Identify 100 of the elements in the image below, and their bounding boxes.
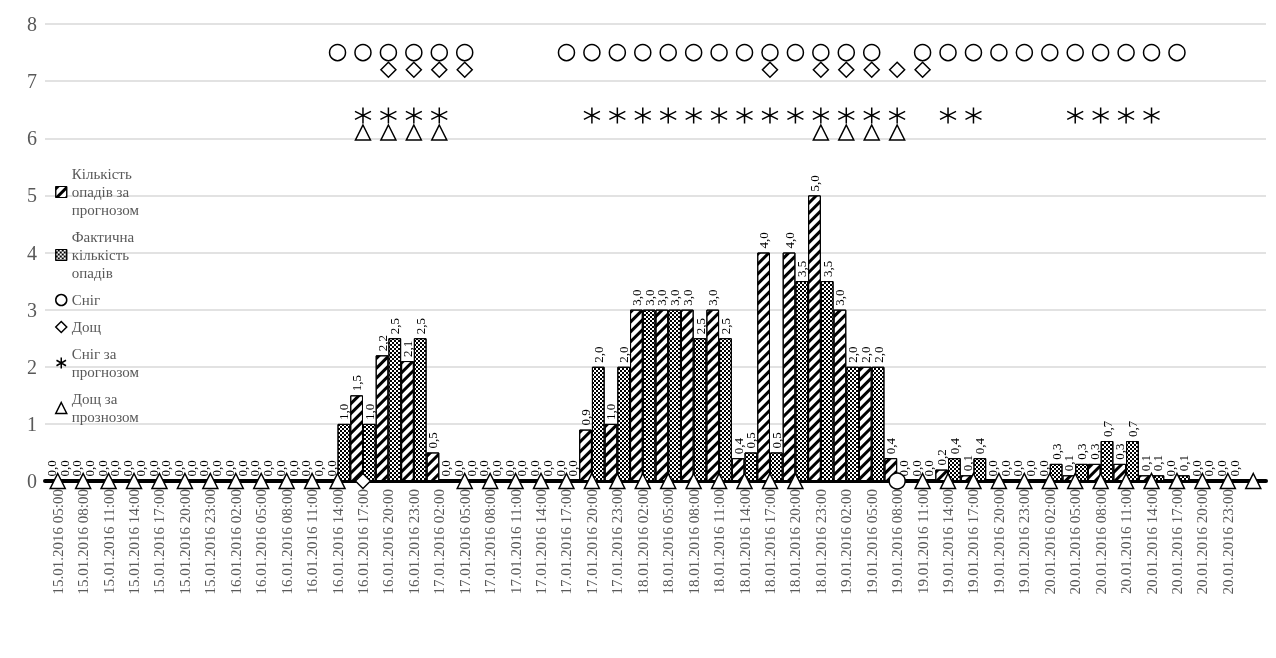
x-tick-label: 20.01.2016 05:00 (1067, 489, 1084, 595)
x-tick-label: 18.01.2016 23:00 (812, 489, 829, 595)
data-label: 4,0 (756, 232, 772, 249)
x-tick-label: 17.01.2016 14:00 (533, 489, 550, 595)
data-label: 0,4 (883, 437, 899, 455)
x-tick-label: 18.01.2016 17:00 (761, 489, 778, 595)
x-tick-label: 15.01.2016 20:00 (176, 489, 193, 595)
x-tick-label: 15.01.2016 17:00 (151, 489, 168, 595)
data-label: 3,0 (628, 289, 644, 306)
x-tick-label: 17.01.2016 17:00 (558, 489, 575, 595)
data-label: 0,1 (959, 455, 975, 472)
x-tick-label: 17.01.2016 02:00 (431, 489, 448, 595)
y-tick-label: 0 (27, 470, 37, 492)
x-tick-label: 16.01.2016 02:00 (227, 489, 244, 595)
x-tick-label: 17.01.2016 08:00 (482, 489, 499, 595)
x-tick-label: 18.01.2016 05:00 (660, 489, 677, 595)
data-label: 1,0 (336, 403, 352, 420)
x-tick-label: 15.01.2016 08:00 (75, 489, 92, 595)
x-tick-label: 20.01.2016 02:00 (1041, 489, 1058, 595)
data-label: 4,0 (781, 232, 797, 249)
x-tick-label: 19.01.2016 17:00 (965, 489, 982, 595)
x-tick-label: 20.01.2016 08:00 (1092, 489, 1109, 595)
x-tick-label: 18.01.2016 20:00 (787, 489, 804, 595)
data-label: 0,0 (1163, 460, 1179, 477)
data-label: 0,3 (1074, 443, 1090, 460)
data-label: 2,2 (374, 335, 390, 352)
x-tick-label: 20.01.2016 14:00 (1143, 489, 1160, 595)
data-label: 2,5 (412, 317, 428, 335)
x-tick-label: 19.01.2016 23:00 (1016, 489, 1033, 595)
x-tick-label: 19.01.2016 05:00 (863, 489, 880, 595)
x-tick-label: 15.01.2016 11:00 (100, 489, 117, 594)
data-label: 0,0 (489, 460, 505, 477)
data-label: 0,1 (1137, 455, 1153, 472)
y-tick-label: 3 (27, 298, 37, 321)
data-label: 2,5 (387, 317, 403, 335)
legend-label: Дощ за прознозом (71, 391, 140, 425)
x-tick-label: 18.01.2016 14:00 (736, 489, 753, 595)
data-label: 0,9 (578, 409, 594, 426)
x-tick-label: 20.01.2016 17:00 (1168, 489, 1185, 595)
data-label: 0,3 (1112, 443, 1128, 460)
legend-label: Сніг (71, 292, 101, 308)
data-label: 1,5 (349, 375, 365, 392)
data-label: 0,0 (260, 460, 276, 477)
x-tick-label: 19.01.2016 08:00 (889, 489, 906, 595)
x-tick-label: 16.01.2016 05:00 (253, 489, 270, 595)
legend-label: Сніг за прогнозом (71, 346, 140, 380)
x-tick-label: 20.01.2016 23:00 (1219, 489, 1236, 595)
data-label: 0,5 (768, 432, 784, 449)
data-label: 2,1 (399, 340, 415, 358)
x-tick-label: 16.01.2016 08:00 (278, 489, 295, 595)
data-label: 0,0 (985, 460, 1001, 477)
x-tick-label: 16.01.2016 11:00 (304, 489, 321, 594)
x-tick-label: 19.01.2016 14:00 (940, 489, 957, 595)
data-label: 1,0 (361, 403, 377, 420)
data-label: 0,3 (1048, 443, 1064, 460)
y-tick-label: 1 (27, 412, 37, 435)
data-label: 0,5 (425, 432, 441, 449)
x-tick-label: 15.01.2016 14:00 (126, 489, 143, 595)
data-label: 5,0 (806, 175, 822, 192)
data-label: 0,4 (972, 437, 988, 455)
data-label: 3,0 (667, 289, 683, 306)
x-tick-label: 16.01.2016 23:00 (405, 489, 422, 595)
x-tick-label: 18.01.2016 08:00 (685, 489, 702, 595)
data-label: 3,5 (819, 260, 835, 278)
legend-label: Дощ (71, 319, 102, 335)
data-label: 1,0 (603, 403, 619, 420)
data-label: 0,0 (209, 460, 225, 477)
y-tick-label: 7 (27, 70, 37, 93)
data-label: 0,0 (1023, 460, 1039, 477)
x-tick-label: 20.01.2016 20:00 (1194, 489, 1211, 595)
data-label: 2,5 (717, 317, 733, 335)
data-label: 0,1 (1061, 455, 1077, 472)
data-label: 3,0 (705, 289, 721, 306)
x-tick-label: 18.01.2016 11:00 (711, 489, 728, 594)
data-label: 3,5 (794, 260, 810, 278)
x-tick-label: 15.01.2016 23:00 (202, 489, 219, 595)
data-label: 0,0 (82, 460, 98, 477)
data-label: 0,7 (1099, 420, 1115, 438)
data-label: 0,7 (1124, 420, 1140, 438)
y-tick-label: 8 (27, 13, 37, 35)
legend-label: Кількість опадів за прогнозом (71, 166, 140, 218)
data-label: 2,0 (616, 346, 632, 363)
data-label: 0,0 (438, 460, 454, 477)
x-tick-label: 15.01.2016 05:00 (49, 489, 66, 595)
y-tick-label: 5 (27, 184, 37, 207)
x-tick-label: 16.01.2016 17:00 (354, 489, 371, 595)
data-label: 2,5 (692, 317, 708, 335)
x-tick-label: 17.01.2016 05:00 (456, 489, 473, 595)
x-tick-label: 16.01.2016 14:00 (329, 489, 346, 595)
data-label: 0,4 (730, 437, 746, 455)
data-label: 0,0 (527, 460, 543, 477)
y-tick-label: 2 (27, 355, 37, 378)
data-label: 3,0 (832, 289, 848, 306)
x-tick-label: 17.01.2016 23:00 (609, 489, 626, 595)
x-tick-label: 16.01.2016 20:00 (380, 489, 397, 595)
data-label: 0,0 (43, 460, 59, 477)
y-tick-label: 6 (27, 127, 37, 150)
data-label: 0,0 (171, 460, 187, 477)
x-tick-label: 19.01.2016 11:00 (914, 489, 931, 594)
data-label: 0,0 (120, 460, 136, 477)
